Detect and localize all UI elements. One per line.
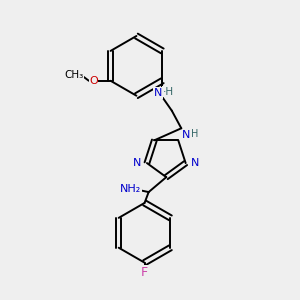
Text: N: N [182, 130, 190, 140]
Text: ·H: ·H [163, 87, 174, 97]
Text: CH₃: CH₃ [64, 70, 83, 80]
Text: N: N [154, 88, 162, 98]
Text: N: N [133, 158, 142, 168]
Text: H: H [191, 128, 199, 139]
Text: F: F [141, 266, 148, 279]
Text: O: O [89, 76, 98, 86]
Text: NH₂: NH₂ [120, 184, 142, 194]
Text: N: N [191, 158, 199, 168]
